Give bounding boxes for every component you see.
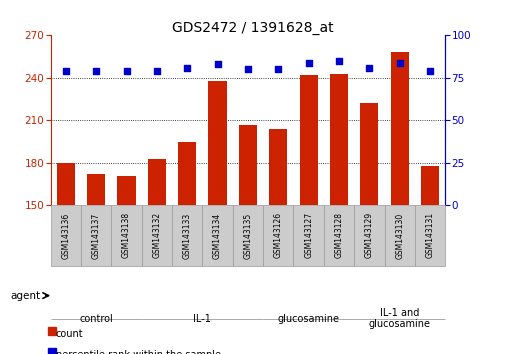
Point <box>425 68 433 74</box>
Point <box>122 68 130 74</box>
Point <box>213 62 221 67</box>
Text: glucosamine: glucosamine <box>277 314 339 324</box>
Bar <box>232 205 263 266</box>
Point <box>62 68 70 74</box>
Text: count: count <box>56 329 83 339</box>
Text: GDS2472 / 1391628_at: GDS2472 / 1391628_at <box>172 21 333 35</box>
Bar <box>141 205 172 266</box>
Bar <box>269 129 287 205</box>
Point <box>334 58 342 64</box>
Bar <box>50 205 81 266</box>
Point <box>92 68 100 74</box>
Bar <box>360 103 378 205</box>
Text: percentile rank within the sample: percentile rank within the sample <box>56 350 220 354</box>
Text: GSM143135: GSM143135 <box>243 212 252 258</box>
Point <box>243 67 251 72</box>
Bar <box>390 52 408 205</box>
Text: GSM143138: GSM143138 <box>122 212 131 258</box>
Bar <box>202 205 232 266</box>
Text: GSM143126: GSM143126 <box>273 212 282 258</box>
Text: GSM143132: GSM143132 <box>152 212 161 258</box>
Text: IL-1: IL-1 <box>193 314 211 324</box>
Bar <box>172 205 202 266</box>
Text: GSM143137: GSM143137 <box>91 212 100 258</box>
Bar <box>178 142 196 205</box>
Bar <box>117 176 135 205</box>
Point <box>153 68 161 74</box>
Bar <box>384 205 414 266</box>
Bar <box>420 166 438 205</box>
Text: GSM143136: GSM143136 <box>61 212 70 258</box>
Bar <box>81 205 111 266</box>
Bar <box>299 75 317 205</box>
Text: GSM143127: GSM143127 <box>304 212 313 258</box>
Text: GSM143128: GSM143128 <box>334 212 343 258</box>
Bar <box>238 125 257 205</box>
Bar <box>354 205 384 266</box>
Text: GSM143134: GSM143134 <box>213 212 222 258</box>
Point <box>365 65 373 70</box>
Text: control: control <box>79 314 113 324</box>
Text: GSM143130: GSM143130 <box>394 212 403 258</box>
Point <box>395 60 403 65</box>
Bar <box>57 163 75 205</box>
Bar <box>87 174 105 205</box>
Text: agent: agent <box>10 291 40 301</box>
Text: GSM143131: GSM143131 <box>425 212 434 258</box>
Bar <box>329 74 347 205</box>
Bar <box>208 81 226 205</box>
Text: IL-1 and
glucosamine: IL-1 and glucosamine <box>368 308 430 330</box>
Text: GSM143129: GSM143129 <box>364 212 373 258</box>
Bar <box>111 205 141 266</box>
Bar <box>263 205 293 266</box>
Point <box>183 65 191 70</box>
Text: GSM143133: GSM143133 <box>182 212 191 258</box>
Point <box>274 67 282 72</box>
Point <box>304 60 312 65</box>
Bar <box>147 159 166 205</box>
Bar <box>414 205 444 266</box>
Bar <box>323 205 353 266</box>
Bar <box>293 205 323 266</box>
